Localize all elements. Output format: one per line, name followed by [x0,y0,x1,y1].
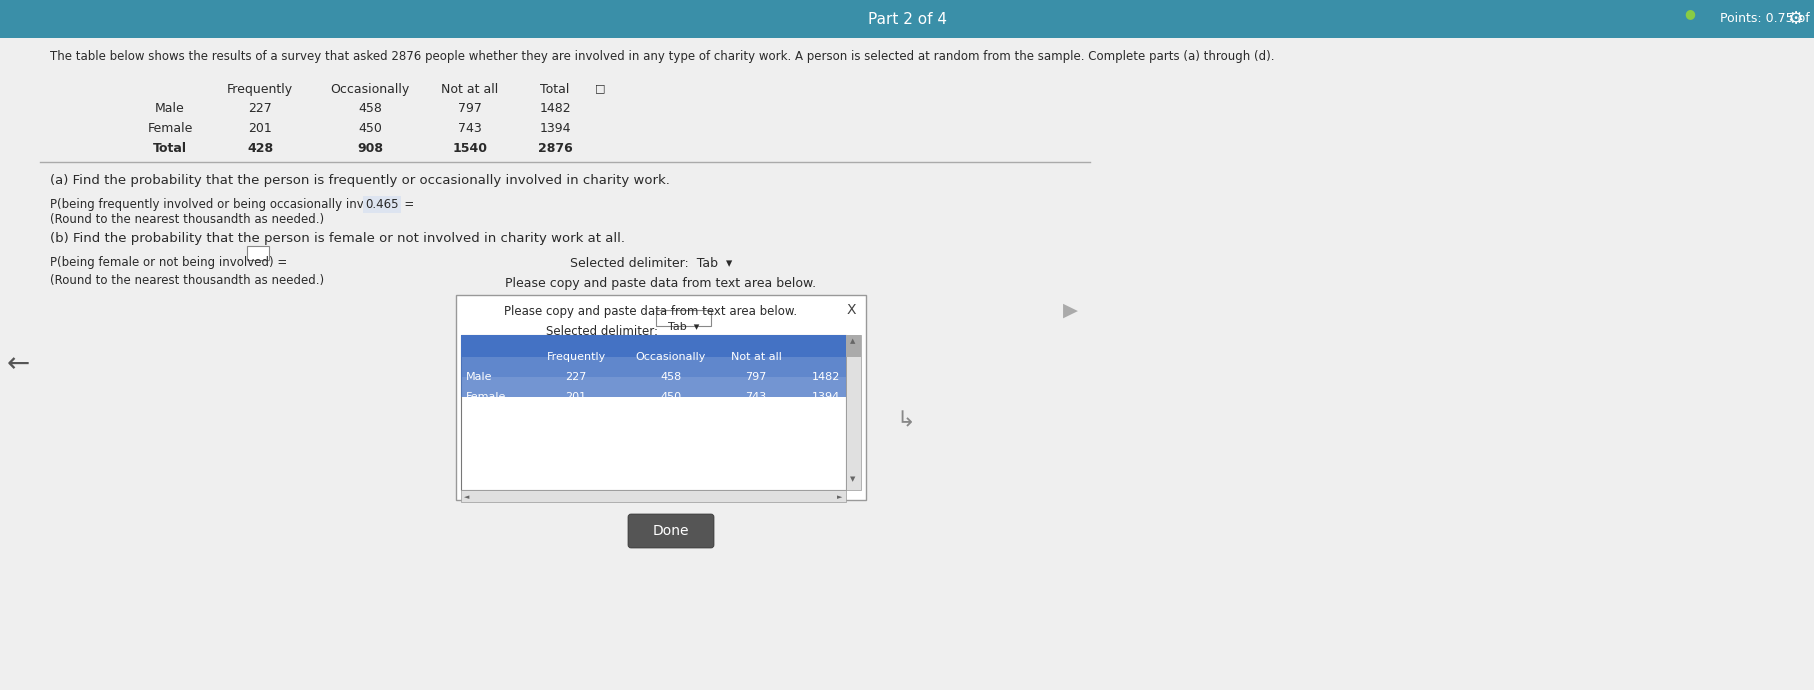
Text: Occasionally: Occasionally [637,352,706,362]
Text: 450: 450 [357,122,383,135]
Text: ●: ● [1685,8,1696,21]
FancyBboxPatch shape [0,0,1814,38]
Text: Points: 0.75 of 1: Points: 0.75 of 1 [1720,12,1814,26]
Text: ►: ► [838,494,844,500]
Text: Not at all: Not at all [731,352,782,362]
Text: The table below shows the results of a survey that asked 2876 people whether the: The table below shows the results of a s… [51,50,1275,63]
Text: 2876: 2876 [537,142,573,155]
FancyBboxPatch shape [0,38,1814,690]
Text: 1482: 1482 [813,372,840,382]
Text: Frequently: Frequently [546,352,606,362]
Text: Male: Male [466,372,492,382]
Text: 428: 428 [247,142,274,155]
Text: 1540: 1540 [452,142,488,155]
Text: Not at all: Not at all [441,83,499,96]
Text: Please copy and paste data from text area below.: Please copy and paste data from text are… [506,277,816,290]
Text: Total: Total [152,142,187,155]
Text: ◄: ◄ [464,494,470,500]
Text: Female: Female [147,122,192,135]
Text: Occasionally: Occasionally [330,83,410,96]
FancyBboxPatch shape [628,514,715,548]
Text: X: X [847,303,856,317]
Text: P(being frequently involved or being occasionally involved) =: P(being frequently involved or being occ… [51,198,417,211]
Text: □: □ [595,83,606,93]
Text: ⚙: ⚙ [1787,10,1803,28]
Text: 797: 797 [746,372,767,382]
Text: P(being female or not being involved) =: P(being female or not being involved) = [51,256,287,269]
FancyBboxPatch shape [461,335,845,357]
Text: 743: 743 [459,122,483,135]
Text: Frequently: Frequently [227,83,294,96]
Text: 908: 908 [357,142,383,155]
FancyBboxPatch shape [455,295,865,500]
Text: 0.465: 0.465 [365,198,399,211]
Text: Total: Total [541,83,570,96]
FancyBboxPatch shape [247,246,268,260]
FancyBboxPatch shape [461,490,845,502]
Text: Female: Female [466,392,506,402]
Text: (b) Find the probability that the person is female or not involved in charity wo: (b) Find the probability that the person… [51,232,626,245]
Text: ↳: ↳ [896,410,914,430]
Text: Male: Male [156,102,185,115]
Text: Part 2 of 4: Part 2 of 4 [867,12,947,26]
FancyBboxPatch shape [845,335,862,357]
FancyBboxPatch shape [845,335,862,490]
Text: Please copy and paste data from text area below.: Please copy and paste data from text are… [504,305,798,318]
Text: 1394: 1394 [539,122,571,135]
Text: 743: 743 [746,392,767,402]
Text: 227: 227 [249,102,272,115]
Text: ▼: ▼ [851,476,856,482]
Text: 458: 458 [660,372,682,382]
Text: 1394: 1394 [813,392,840,402]
Text: Selected delimiter:: Selected delimiter: [546,325,658,338]
Text: ▲: ▲ [851,338,856,344]
FancyBboxPatch shape [461,335,845,490]
Text: (a) Find the probability that the person is frequently or occasionally involved : (a) Find the probability that the person… [51,174,669,187]
Text: 450: 450 [660,392,682,402]
Text: (Round to the nearest thousandth as needed.): (Round to the nearest thousandth as need… [51,213,325,226]
Text: 227: 227 [566,372,586,382]
Text: ←: ← [7,350,29,378]
Text: 797: 797 [459,102,483,115]
FancyBboxPatch shape [461,377,845,397]
Text: 1482: 1482 [539,102,571,115]
FancyBboxPatch shape [461,357,845,377]
Text: Tab  ▾: Tab ▾ [668,322,700,332]
Text: 458: 458 [357,102,383,115]
Text: ▶: ▶ [1063,301,1078,319]
FancyBboxPatch shape [657,310,711,326]
Text: Selected delimiter:  Tab  ▾: Selected delimiter: Tab ▾ [570,257,733,270]
Text: Done: Done [653,524,689,538]
Text: (Round to the nearest thousandth as needed.): (Round to the nearest thousandth as need… [51,274,325,287]
Text: 201: 201 [566,392,586,402]
Text: 201: 201 [249,122,272,135]
